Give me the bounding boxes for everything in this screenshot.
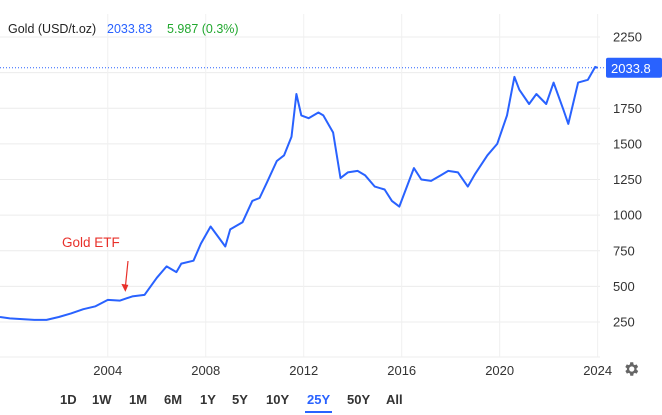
y-tick-label: 500: [613, 279, 635, 294]
range-button-50y[interactable]: 50Y: [347, 392, 371, 407]
price-series: [0, 65, 599, 321]
x-tick-label: 2012: [289, 363, 318, 378]
range-button-1w[interactable]: 1W: [92, 392, 112, 407]
annotation-label: Gold ETF: [62, 235, 120, 250]
y-tick-label: 250: [613, 315, 635, 330]
y-tick-label: 1500: [613, 136, 642, 151]
instrument-title: Gold (USD/t.oz): [8, 22, 96, 36]
range-button-1y[interactable]: 1Y: [200, 392, 216, 407]
x-tick-label: 2020: [485, 363, 514, 378]
x-axis: 2004 2008 2012 2016 2020 2024: [93, 363, 612, 378]
price-change: 5.987 (0.3%): [167, 22, 239, 36]
x-tick-label: 2016: [387, 363, 416, 378]
annotation-arrow: [124, 260, 129, 287]
y-tick-label: 1250: [613, 172, 642, 187]
range-button-25y[interactable]: 25Y: [305, 389, 333, 413]
range-button-5y[interactable]: 5Y: [232, 392, 248, 407]
range-selector: 1D 1W 1M 6M 1Y 5Y 10Y 25Y 50Y All: [0, 385, 662, 415]
range-button-1m[interactable]: 1M: [129, 392, 148, 407]
x-tick-label: 2024: [583, 363, 612, 378]
gear-icon[interactable]: [622, 360, 640, 378]
gold-price-chart[interactable]: 250500750100012501500175020002250 200420…: [0, 0, 662, 385]
chart-grid: [0, 14, 600, 358]
current-price: 2033.83: [107, 22, 152, 36]
range-button-6m[interactable]: 6M: [164, 392, 183, 407]
x-tick-label: 2004: [93, 363, 122, 378]
last-price-group: 2033.8: [0, 57, 662, 78]
y-tick-label: 2250: [613, 30, 642, 45]
last-price-tag: [606, 57, 662, 78]
last-price-tag-label: 2033.8: [611, 61, 651, 76]
chart-area: 250500750100012501500175020002250 200420…: [0, 0, 662, 385]
y-tick-label: 750: [613, 243, 635, 258]
x-tick-label: 2008: [191, 363, 220, 378]
annotation-arrowhead: [121, 283, 129, 292]
price-line: [0, 65, 599, 321]
y-tick-label: 1750: [613, 101, 642, 116]
range-button-all[interactable]: All: [386, 392, 403, 407]
range-button-10y[interactable]: 10Y: [266, 392, 290, 407]
range-button-1d[interactable]: 1D: [60, 392, 77, 407]
annotation-group: Gold ETF: [62, 235, 129, 292]
chart-header: Gold (USD/t.oz) 2033.83 5.987 (0.3%): [8, 22, 239, 36]
y-tick-label: 1000: [613, 208, 642, 223]
